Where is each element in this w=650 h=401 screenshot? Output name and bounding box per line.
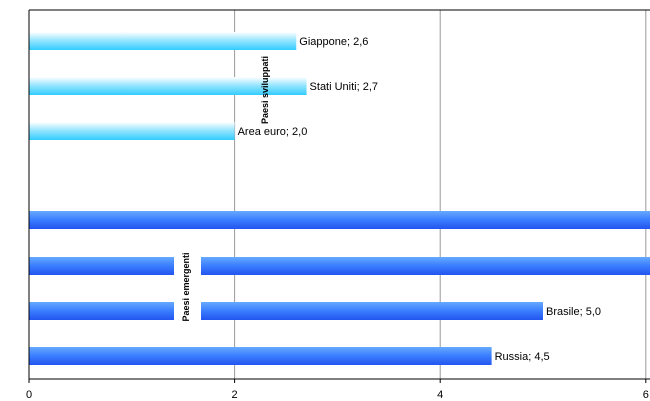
data-label-area-euro: Area euro; 2,0 [238,126,308,138]
gridlines [234,10,647,379]
group-label-emerging: Paesi emergenti [181,252,191,321]
bars [29,32,650,365]
x-ticks: 024681012 [26,379,649,401]
bar-india-part-1 [29,257,174,275]
bar-cina [29,211,650,229]
bar-brasile-part-2 [201,302,543,320]
data-label-brasile: Brasile; 5,0 [546,306,601,318]
bar-giappone [29,32,297,50]
bar-russia [29,347,492,365]
data-labels: Giappone; 2,6 Stati Uniti; 2,7 Area euro; … [238,36,601,363]
x-tick-label-2: 4 [437,389,443,401]
bar-stati-uniti [29,77,307,95]
x-tick-label-3: 6 [643,389,649,401]
data-label-stati-uniti: Stati Uniti; 2,7 [310,81,378,93]
group-label-developed: Paesi sviluppati [260,56,270,124]
group-labels: Paesi sviluppati Paesi emergenti [181,56,270,322]
bar-brasile-part-1 [29,302,174,320]
x-tick-label-0: 0 [26,389,32,401]
data-label-giappone: Giappone; 2,6 [299,36,368,48]
bar-area-euro [29,122,235,140]
axes [28,9,650,380]
data-label-russia: Russia; 4,5 [495,351,550,363]
bar-india-part-2 [201,257,650,275]
x-tick-label-1: 2 [232,389,238,401]
